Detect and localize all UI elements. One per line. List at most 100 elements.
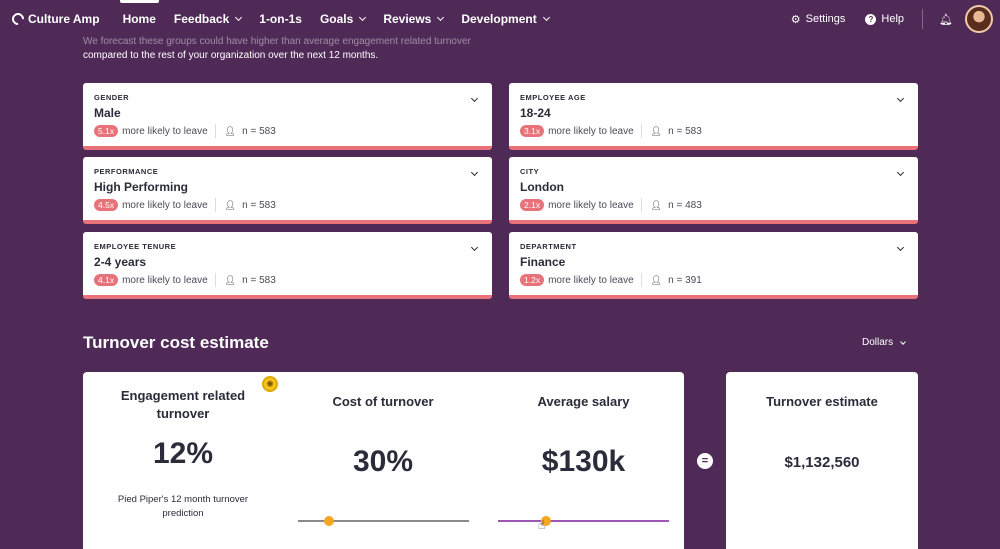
chevron-down-icon xyxy=(437,13,445,22)
nav-item-label: Reviews xyxy=(383,12,432,26)
engagement-title-line-2: turnover xyxy=(156,406,210,421)
estimate-title: Turnover estimate xyxy=(766,394,878,409)
segment-meta: 2.1x more likely to leave 👤︎ n = 483 xyxy=(520,198,907,212)
estimate-value: $1,132,560 xyxy=(784,454,860,471)
segment-card-employee-tenure[interactable]: EMPLOYEE TENURE 2-4 years 4.1x more like… xyxy=(83,232,492,299)
equals-icon: = xyxy=(697,453,713,469)
person-icon: 👤︎ xyxy=(224,125,237,136)
likelihood-badge: 5.1x xyxy=(94,125,119,137)
bell-icon[interactable]: 🔔︎ xyxy=(939,13,953,26)
person-icon: 👤︎ xyxy=(650,274,663,285)
nav-item-home[interactable]: Home xyxy=(114,0,165,38)
slider-thumb[interactable] xyxy=(323,516,334,526)
cost-title: Cost of turnover xyxy=(332,394,434,409)
meta-divider xyxy=(640,198,642,212)
meta-divider xyxy=(640,124,642,138)
segment-value: London xyxy=(520,180,564,194)
likelihood-badge: 3.1x xyxy=(520,125,545,137)
segment-meta: 5.1x more likely to leave 👤︎ n = 583 xyxy=(94,124,481,138)
segment-category: PERFORMANCE xyxy=(94,167,159,176)
likelihood-text: more likely to leave xyxy=(122,199,208,211)
engagement-value: 12% xyxy=(152,437,214,470)
footnote-line-1: Pied Piper's 12 month turnover xyxy=(117,494,249,505)
nav-item-reviews[interactable]: Reviews xyxy=(374,0,452,38)
segment-meta: 4.1x more likely to leave 👤︎ n = 583 xyxy=(94,273,481,287)
currency-dropdown[interactable]: Dollars xyxy=(862,337,906,348)
engagement-title: Engagement related turnover xyxy=(83,387,283,423)
salary-slider[interactable]: ☝ xyxy=(498,514,669,532)
likelihood-badge: 1.2x xyxy=(520,274,545,286)
nav-menu: Home Feedback 1-on-1s Goals Reviews Deve… xyxy=(114,0,558,38)
likelihood-text: more likely to leave xyxy=(122,274,208,286)
turnover-calculator: Engagement related turnover 12% Pied Pip… xyxy=(83,372,684,549)
salary-title: Average salary xyxy=(537,394,630,409)
meta-divider xyxy=(214,124,216,138)
person-icon: 👤︎ xyxy=(650,125,663,136)
footnote-line-2: prediction xyxy=(162,508,204,519)
likelihood-badge: 2.1x xyxy=(520,199,545,211)
culture-amp-logo-icon xyxy=(9,10,27,28)
person-icon: 👤︎ xyxy=(650,199,663,210)
nav-right-tools: ⚙ Settings ? Help 🔔︎ xyxy=(781,0,1000,38)
nav-item-label: Goals xyxy=(319,12,354,26)
nav-item-label: Home xyxy=(122,12,156,26)
brand-name: Culture Amp xyxy=(28,12,100,26)
avatar[interactable] xyxy=(965,5,993,33)
segment-card-department[interactable]: DEPARTMENT Finance 1.2x more likely to l… xyxy=(509,232,918,299)
nav-item-goals[interactable]: Goals xyxy=(311,0,374,38)
sample-size: n = 391 xyxy=(668,274,702,286)
segment-category: GENDER xyxy=(94,93,130,102)
segment-card-gender[interactable]: GENDER Male 5.1x more likely to leave 👤︎… xyxy=(83,83,492,150)
help-label: Help xyxy=(881,13,905,25)
sun-icon[interactable]: ✺ xyxy=(262,376,278,392)
forecast-intro: We forecast these groups could have high… xyxy=(83,35,503,63)
segment-value: 2-4 years xyxy=(94,255,147,269)
top-navigation: Culture Amp Home Feedback 1-on-1s Goals … xyxy=(0,0,1000,38)
segment-card-city[interactable]: CITY London 2.1x more likely to leave 👤︎… xyxy=(509,157,918,224)
engagement-title-line-1: Engagement related xyxy=(120,388,246,403)
sample-size: n = 583 xyxy=(668,125,702,137)
segment-card-performance[interactable]: PERFORMANCE High Performing 4.5x more li… xyxy=(83,157,492,224)
sample-size: n = 583 xyxy=(242,199,276,211)
slider-track xyxy=(298,520,469,522)
nav-item-feedback[interactable]: Feedback xyxy=(165,0,250,38)
likelihood-badge: 4.1x xyxy=(94,274,119,286)
currency-label: Dollars xyxy=(862,337,894,348)
chevron-down-icon xyxy=(542,13,550,22)
help-button[interactable]: ? Help xyxy=(855,13,914,25)
nav-item-label: 1-on-1s xyxy=(259,12,302,26)
segment-meta: 1.2x more likely to leave 👤︎ n = 391 xyxy=(520,273,907,287)
nav-item-label: Development xyxy=(461,12,537,26)
meta-divider xyxy=(214,198,216,212)
segment-category: EMPLOYEE TENURE xyxy=(94,242,177,251)
meta-divider xyxy=(214,273,216,287)
average-salary-column: Average salary $130k ☝ xyxy=(483,372,684,549)
chevron-down-icon xyxy=(235,13,243,22)
likelihood-text: more likely to leave xyxy=(122,125,208,137)
sample-size: n = 583 xyxy=(242,274,276,286)
nav-item-1-on-1s[interactable]: 1-on-1s xyxy=(250,0,311,38)
segment-category: EMPLOYEE AGE xyxy=(520,93,586,102)
segment-value: High Performing xyxy=(94,180,189,194)
cost-of-turnover-column: Cost of turnover 30% xyxy=(283,372,483,549)
cost-slider[interactable] xyxy=(298,514,469,528)
intro-line-1: We forecast these groups could have high… xyxy=(83,36,471,47)
gear-icon: ⚙ xyxy=(790,13,801,26)
salary-value: $130k xyxy=(541,445,626,478)
settings-button[interactable]: ⚙ Settings xyxy=(781,13,856,26)
meta-divider xyxy=(640,273,642,287)
engagement-footnote: Pied Piper's 12 month turnover predictio… xyxy=(83,493,283,521)
likelihood-text: more likely to leave xyxy=(548,125,634,137)
sample-size: n = 583 xyxy=(242,125,276,137)
nav-item-development[interactable]: Development xyxy=(452,0,557,38)
segment-card-employee-age[interactable]: EMPLOYEE AGE 18-24 3.1x more likely to l… xyxy=(509,83,918,150)
segment-value: Male xyxy=(94,106,121,120)
chevron-down-icon xyxy=(900,338,906,345)
engagement-turnover-column: Engagement related turnover 12% Pied Pip… xyxy=(83,372,283,549)
brand-logo[interactable]: Culture Amp xyxy=(9,10,100,28)
segment-meta: 4.5x more likely to leave 👤︎ n = 583 xyxy=(94,198,481,212)
slider-thumb[interactable] xyxy=(540,516,551,526)
segment-category: DEPARTMENT xyxy=(520,242,577,251)
segment-category: CITY xyxy=(520,167,540,176)
turnover-estimate-panel: Turnover estimate $1,132,560 xyxy=(726,372,918,549)
